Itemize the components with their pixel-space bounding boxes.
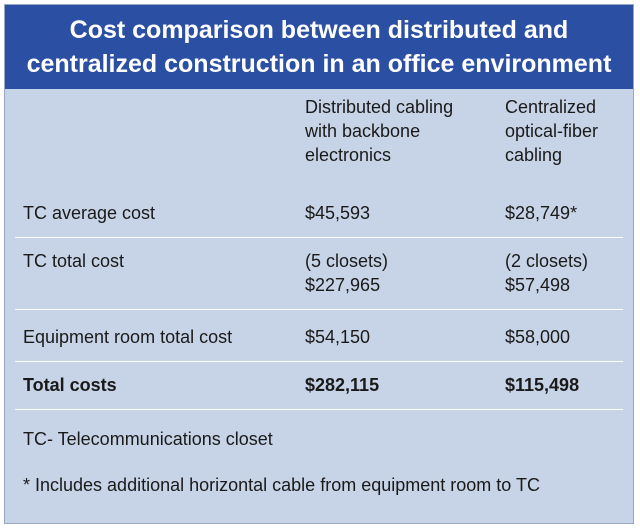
cost-comparison-table: Cost comparison between distributed and …	[4, 4, 634, 524]
row-value-line: (5 closets)	[305, 251, 389, 271]
row-label-total: Total costs	[23, 375, 117, 395]
row-label: TC average cost	[23, 203, 156, 223]
header-distributed: Distributed cabling with backbone electr…	[305, 95, 453, 167]
row-value-centralized: $58,000	[505, 327, 571, 347]
row-value-distributed: $45,593	[305, 203, 371, 223]
header-centralized-line: Centralized	[505, 97, 597, 117]
row-divider	[15, 309, 623, 310]
header-distributed-line: with backbone	[305, 121, 421, 141]
header-centralized-line: cabling	[505, 145, 563, 165]
header-centralized: Centralized optical-fiber cabling	[505, 95, 598, 167]
title-line-1: Cost comparison between distributed and	[69, 16, 569, 44]
row-value-distributed: (5 closets) $227,965	[305, 249, 388, 297]
row-divider	[15, 409, 623, 410]
footnote: * Includes additional horizontal cable f…	[23, 475, 540, 495]
title-line-2: centralized construction in an office en…	[26, 50, 612, 78]
row-value-distributed-total: $282,115	[305, 375, 380, 395]
header-distributed-line: Distributed cabling	[305, 97, 454, 117]
row-value-distributed: $54,150	[305, 327, 371, 347]
row-value-line: (2 closets)	[505, 251, 589, 271]
row-label: TC total cost	[23, 251, 125, 271]
row-value-centralized: $28,749*	[505, 203, 578, 223]
row-value-centralized: (2 closets) $57,498	[505, 249, 588, 297]
row-value-line: $227,965	[305, 275, 381, 295]
abbreviation-note: TC- Telecommunications closet	[23, 429, 273, 449]
row-divider	[15, 237, 623, 238]
row-divider	[15, 361, 623, 362]
header-centralized-line: optical-fiber	[505, 121, 599, 141]
row-value-line: $57,498	[505, 275, 571, 295]
header-distributed-line: electronics	[305, 145, 392, 165]
table-title: Cost comparison between distributed and …	[5, 5, 633, 89]
row-value-centralized-total: $115,498	[505, 375, 580, 395]
row-label: Equipment room total cost	[23, 327, 233, 347]
